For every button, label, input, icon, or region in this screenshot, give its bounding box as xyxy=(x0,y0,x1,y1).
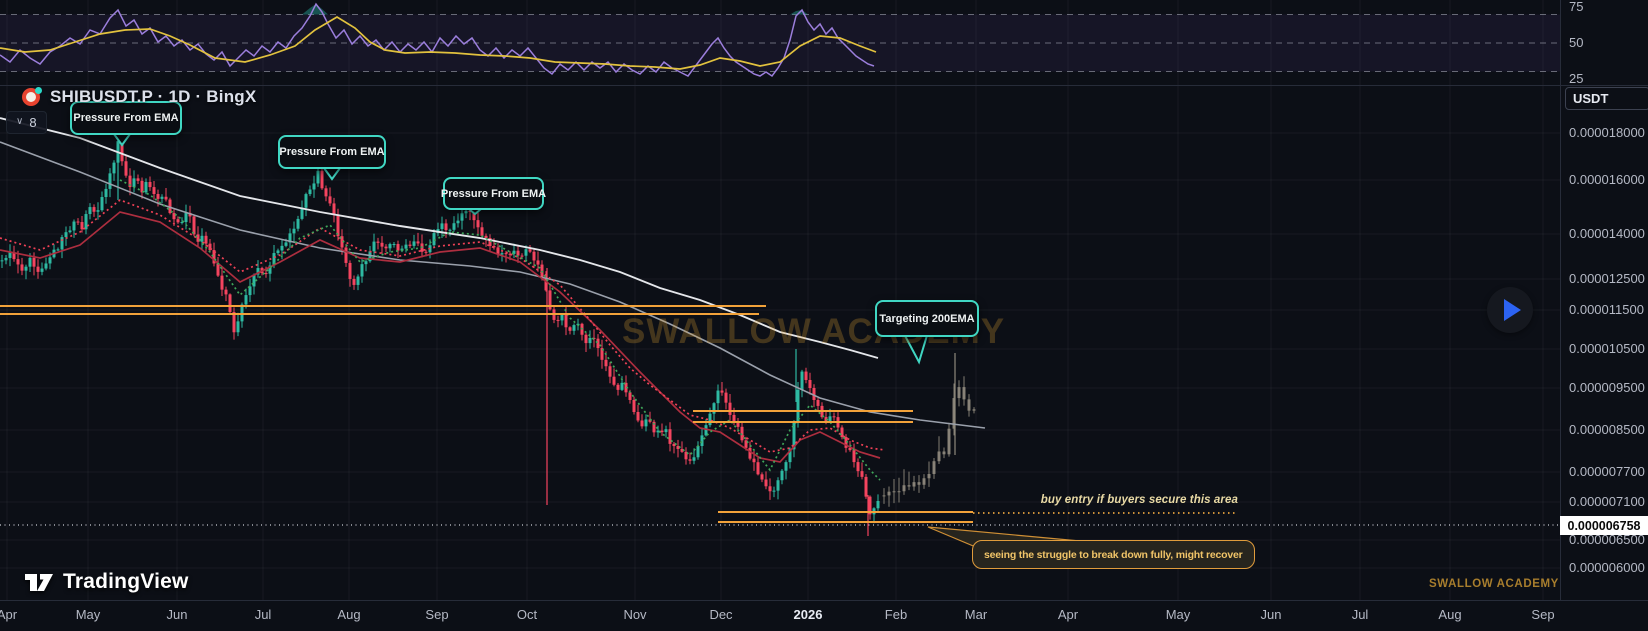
price-axis-label: 0.000007700 xyxy=(1569,464,1645,479)
time-axis-label: Jul xyxy=(1351,607,1369,622)
time-axis-label: May xyxy=(1165,607,1191,622)
time-axis-label: Jul xyxy=(254,607,272,622)
current-price-tag: 0.000006758 xyxy=(1560,516,1648,535)
play-icon xyxy=(1504,299,1521,321)
tradingview-logo[interactable]: TradingView xyxy=(24,570,189,594)
play-button[interactable] xyxy=(1487,287,1533,333)
callout-label: Pressure From EMA xyxy=(440,187,547,200)
price-axis-label: 0.000014000 xyxy=(1569,226,1645,241)
time-axis-label: Aug xyxy=(1438,607,1462,622)
time-axis-label: 2026 xyxy=(793,607,823,622)
object-tree-count: 8 xyxy=(29,115,37,130)
time-axis-label: Dec xyxy=(709,607,733,622)
callout-targeting-200ema[interactable]: Targeting 200EMA xyxy=(875,300,979,337)
time-axis-label: Nov xyxy=(623,607,647,622)
time-axis-label: Sep xyxy=(425,607,449,622)
price-axis-label: 0.000006000 xyxy=(1569,560,1645,575)
time-axis-label: Feb xyxy=(884,607,908,622)
callout-pressure-ema-2[interactable]: Pressure From EMA xyxy=(278,135,386,169)
chevron-down-icon: ∨ xyxy=(16,116,24,127)
callout-pressure-ema-3[interactable]: Pressure From EMA xyxy=(440,177,547,210)
time-axis-label: May xyxy=(75,607,101,622)
symbol-header: SHIBUSDT.P · 1D · BingX xyxy=(22,87,256,107)
time-axis-label: Mar xyxy=(964,607,988,622)
tradingview-logo-icon xyxy=(25,574,53,591)
object-tree-button[interactable]: ∨ 8 xyxy=(6,111,47,134)
time-axis-label: Sep xyxy=(1531,607,1555,622)
rsi-axis-label: 50 xyxy=(1569,35,1584,50)
price-axis-label: 0.000008500 xyxy=(1569,422,1645,437)
watermark-corner: SWALLOW ACADEMY xyxy=(1429,578,1559,590)
price-axis-label: 0.000011500 xyxy=(1569,302,1644,317)
symbol-logo-icon xyxy=(22,87,42,107)
rsi-axis-label: 75 xyxy=(1569,0,1584,14)
callout-pressure-ema-1[interactable]: Pressure From EMA xyxy=(70,101,182,135)
time-axis-label: Apr xyxy=(1057,607,1079,622)
price-axis-label: 0.000012500 xyxy=(1569,271,1645,286)
price-axis-label: 0.000007100 xyxy=(1569,494,1645,509)
tradingview-logo-text: TradingView xyxy=(63,570,189,593)
time-axis-label: Jun xyxy=(166,607,188,622)
callout-label: Pressure From EMA xyxy=(279,146,385,158)
price-axis-label: 0.000010500 xyxy=(1569,341,1645,356)
time-axis-label: Apr xyxy=(0,607,18,622)
time-axis-label: Aug xyxy=(337,607,361,622)
time-axis-label: Oct xyxy=(516,607,538,622)
symbol-title[interactable]: SHIBUSDT.P · 1D · BingX xyxy=(50,87,257,106)
rsi-axis-label: 25 xyxy=(1569,71,1584,86)
note-struggle-callout[interactable]: seeing the struggle to break down fully,… xyxy=(972,540,1255,569)
currency-button[interactable]: USDT xyxy=(1565,87,1648,110)
note-struggle-label: seeing the struggle to break down fully,… xyxy=(984,548,1243,561)
price-axis-label: 0.000016000 xyxy=(1569,172,1645,187)
note-buy-entry[interactable]: buy entry if buyers secure this area xyxy=(1040,494,1238,506)
callout-label: Targeting 200EMA xyxy=(879,312,975,325)
callout-label: Pressure From EMA xyxy=(73,112,179,124)
price-axis-label: 0.000018000 xyxy=(1569,125,1645,140)
price-axis-label: 0.000006500 xyxy=(1569,532,1645,547)
price-axis-label: 0.000009500 xyxy=(1569,380,1645,395)
time-axis-label: Jun xyxy=(1260,607,1282,622)
